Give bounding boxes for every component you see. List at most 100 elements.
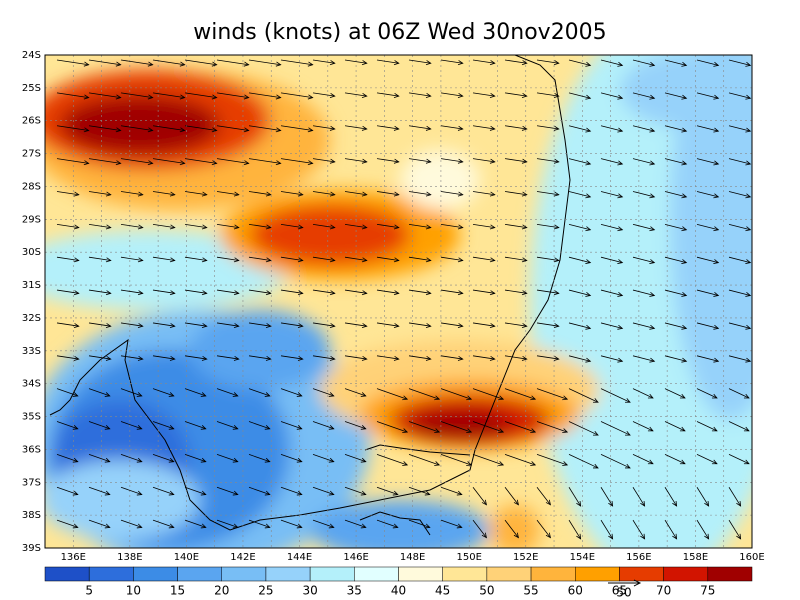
lat-label: 29S xyxy=(22,214,41,225)
wind-arrow xyxy=(280,421,302,430)
wind-arrow xyxy=(184,322,207,327)
wind-arrowhead xyxy=(297,290,304,296)
wind-arrowhead xyxy=(201,191,208,197)
wind-arrow xyxy=(472,191,495,196)
wind-arrow xyxy=(408,191,431,196)
wind-arrowhead xyxy=(521,290,528,296)
wind-arrowhead xyxy=(456,523,463,529)
wind-arrow xyxy=(152,454,174,463)
wind-arrow xyxy=(312,486,334,495)
wind-arrowhead xyxy=(361,93,368,98)
wind-arrowhead xyxy=(704,500,710,507)
wind-arrow xyxy=(88,223,111,228)
wind-arrow xyxy=(504,59,527,64)
wind-arrowhead xyxy=(617,94,624,100)
wind-arrowhead xyxy=(681,94,688,100)
wind-arrow xyxy=(120,125,153,131)
wind-arrowhead xyxy=(617,193,624,199)
wind-arrowhead xyxy=(147,127,154,133)
wind-arrow xyxy=(152,486,174,495)
wind-arrowhead xyxy=(679,426,686,432)
wind-arrowhead xyxy=(498,395,505,401)
wind-arrow xyxy=(88,486,110,495)
wind-arrowhead xyxy=(713,193,720,199)
wind-arrowhead xyxy=(489,290,496,296)
wind-arrow xyxy=(152,355,175,360)
wind-arrowhead xyxy=(576,500,582,507)
wind-arrow xyxy=(248,125,281,131)
wind-arrow xyxy=(504,289,527,294)
wind-arrowhead xyxy=(425,290,432,296)
wind-arrowhead xyxy=(200,523,207,529)
wind-arrowhead xyxy=(617,160,624,166)
wind-arrow xyxy=(312,454,334,463)
wind-arrowhead xyxy=(402,428,409,434)
wind-arrow xyxy=(344,223,367,228)
wind-arrowhead xyxy=(745,193,752,199)
wind-arrowhead xyxy=(585,226,592,232)
colorbar-swatch xyxy=(486,566,532,582)
wind-arrowhead xyxy=(328,392,335,397)
wind-arrowhead xyxy=(137,224,144,230)
wind-arrow xyxy=(568,487,581,507)
wind-arrowhead xyxy=(457,93,464,98)
colorbar-label: 15 xyxy=(170,584,185,598)
wind-arrowhead xyxy=(745,94,752,100)
wind-arrowhead xyxy=(713,324,720,330)
wind-arrow xyxy=(248,223,271,228)
wind-arrowhead xyxy=(617,291,624,297)
wind-arrowhead xyxy=(489,224,496,230)
wind-arrowhead xyxy=(105,257,112,263)
wind-arrow xyxy=(120,355,143,360)
wind-arrow xyxy=(664,256,687,264)
wind-arrow xyxy=(408,289,431,294)
wind-arrowhead xyxy=(361,290,368,296)
wind-arrowhead xyxy=(553,323,560,329)
wind-arrowhead xyxy=(115,94,122,100)
wind-arrow xyxy=(664,487,677,507)
wind-arrowhead xyxy=(649,94,656,100)
wind-arrow xyxy=(88,59,121,66)
wind-arrow xyxy=(184,92,217,99)
wind-arrow xyxy=(56,454,78,463)
wind-arrow xyxy=(216,519,238,528)
colorbar-label: 65 xyxy=(612,584,627,598)
wind-arrow xyxy=(600,519,613,540)
wind-arrow xyxy=(56,256,79,261)
wind-arrowhead xyxy=(297,191,304,197)
wind-arrow xyxy=(184,486,206,495)
wind-arrow xyxy=(600,289,623,296)
colorbar-swatch xyxy=(619,566,664,582)
wind-arrowhead xyxy=(136,490,143,496)
wind-arrow xyxy=(216,158,249,164)
wind-arrow xyxy=(568,59,591,66)
lat-label: 25S xyxy=(22,83,41,94)
colorbar-swatch xyxy=(707,566,753,582)
wind-arrowhead xyxy=(211,61,218,67)
wind-arrowhead xyxy=(745,259,752,264)
wind-arrow xyxy=(632,355,655,362)
wind-arrowhead xyxy=(489,125,496,131)
wind-arrow xyxy=(440,355,463,360)
wind-arrow xyxy=(248,519,270,528)
lat-label: 34S xyxy=(22,379,41,390)
wind-arrowhead xyxy=(360,392,367,397)
wind-arrowhead xyxy=(329,60,336,66)
wind-arrow xyxy=(152,92,185,99)
wind-arrow xyxy=(472,421,504,433)
wind-arrow xyxy=(120,486,142,495)
wind-arrowhead xyxy=(232,392,239,397)
lat-label: 36S xyxy=(22,444,41,455)
wind-arrowhead xyxy=(425,323,432,329)
wind-arrow xyxy=(56,421,78,430)
wind-arrow xyxy=(280,223,303,228)
wind-arrowhead xyxy=(743,426,750,432)
wind-arrow xyxy=(504,92,527,97)
wind-arrow xyxy=(696,125,719,132)
wind-arrowhead xyxy=(425,60,432,66)
wind-arrow xyxy=(504,256,527,261)
wind-arrow xyxy=(88,322,111,327)
wind-arrowhead xyxy=(232,523,239,529)
wind-arrowhead xyxy=(562,428,569,434)
wind-arrowhead xyxy=(169,355,176,361)
